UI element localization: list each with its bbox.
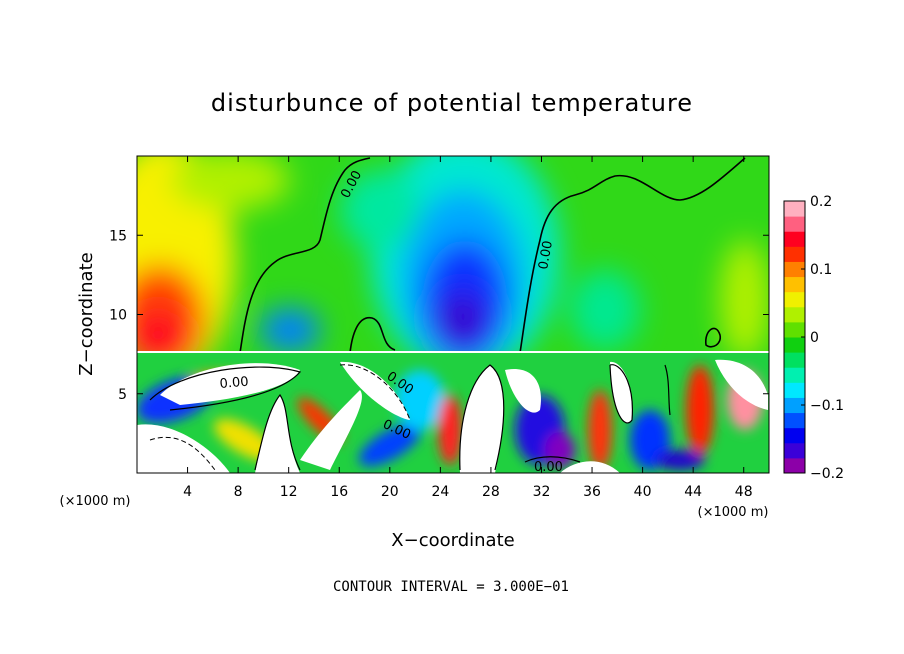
y-tick-label-15: 15 (109, 228, 127, 244)
lower-white-7 (505, 369, 541, 413)
contour-lower-2 (254, 393, 301, 471)
x-tick-label-20: 20 (381, 484, 399, 500)
x-tick-label-8: 8 (234, 484, 243, 500)
yellow-band-top (170, 156, 290, 210)
x-tick-label-48: 48 (735, 484, 753, 500)
x-axis-label: X−coordinate (391, 530, 514, 551)
contour-label-3: 0.00 (219, 375, 249, 392)
colorbar-swatch (784, 337, 805, 353)
colorbar-swatch (784, 261, 805, 278)
lower-field: 0.00 0.00 0.00 0.00 (137, 353, 769, 473)
lower-white-5 (340, 361, 410, 420)
x-tick-label-12: 12 (280, 484, 298, 500)
contour-loop-right (705, 327, 722, 348)
colorbar-tick-label: 0 (810, 330, 819, 346)
lower-blue-2 (358, 423, 422, 467)
x-tick-label-4: 4 (183, 484, 192, 500)
colorbar-swatch (784, 306, 805, 323)
y-axis-ticks: 5 10 15 (109, 228, 769, 403)
warm-patch-right (720, 240, 769, 353)
colorbar-swatch (784, 216, 805, 232)
contour-lower-1 (149, 366, 302, 411)
lower-white-1 (160, 363, 300, 405)
colorbar-tick-label: 0.2 (810, 194, 832, 210)
upper-field: 0.00 0.00 (137, 156, 769, 353)
cold-peak-center (437, 292, 487, 348)
cool-patch-left (260, 308, 320, 352)
contour-lower-3 (459, 364, 505, 471)
cool-patch-mid (340, 170, 420, 250)
x-axis-ticks: 4 8 12 16 20 24 28 32 36 40 44 48 (183, 156, 753, 500)
contour-upper-left (239, 157, 371, 353)
y-tick-label-10: 10 (109, 308, 127, 324)
contour-lower-6 (339, 364, 411, 421)
lower-white-9 (715, 359, 768, 410)
colorbar-swatch (784, 321, 805, 338)
contour-upper-right (519, 157, 746, 353)
x-tick-label-40: 40 (634, 484, 652, 500)
colorbar-swatch (784, 397, 805, 414)
x-tick-label-44: 44 (684, 484, 702, 500)
x-tick-label-28: 28 (482, 484, 500, 500)
lower-white-10 (560, 461, 620, 473)
lower-white-4 (300, 390, 362, 470)
colorbar-swatch (784, 427, 805, 444)
colorbar-swatch (784, 457, 805, 474)
x-tick-label-36: 36 (583, 484, 601, 500)
contour-lower-5 (149, 436, 216, 471)
contour-lower-4 (609, 364, 633, 424)
colorbar-swatch (784, 367, 805, 383)
x-tick-label-16: 16 (330, 484, 348, 500)
colorbar-swatch (784, 246, 805, 262)
colorbar-tick-label: 0.1 (810, 262, 832, 278)
chart-title: disturbunce of potential temperature (211, 89, 693, 117)
contour-label-2: 0.00 (536, 240, 556, 271)
contour-upper-mid (349, 317, 396, 353)
colorbar-swatch (784, 352, 805, 368)
x-tick-label-32: 32 (533, 484, 551, 500)
colorbar-tick-label: −0.1 (810, 398, 844, 414)
colorbar-swatch (784, 382, 805, 398)
colorbar-swatch (784, 231, 805, 247)
contour-lower-8 (524, 456, 581, 463)
lower-white-2 (137, 424, 230, 473)
colorbar-swatch (784, 276, 805, 293)
x-unit-right: (×1000 m) (698, 505, 769, 520)
colorbar-tick-label: −0.2 (810, 466, 844, 482)
colorbar-swatch (784, 412, 805, 429)
lower-red-3 (588, 390, 612, 470)
colorbar-swatch (784, 442, 805, 459)
lower-white-8 (610, 361, 633, 423)
y-tick-label-5: 5 (118, 387, 127, 403)
warm-peak-left (137, 310, 186, 353)
cool-patch-right (570, 270, 640, 350)
lower-blue-5 (655, 450, 705, 470)
colorbar-swatch (784, 291, 805, 308)
x-unit-left: (×1000 m) (60, 494, 131, 509)
plot-area: 0.00 0.00 (137, 156, 769, 473)
lower-red-2 (438, 395, 462, 465)
colorbar-swatch (784, 201, 805, 217)
lower-red-4 (686, 365, 714, 455)
contour-lower-7 (664, 364, 671, 416)
x-tick-label-24: 24 (431, 484, 449, 500)
y-axis-label: Z−coordinate (76, 252, 97, 375)
colorbar: −0.2 −0.1 0 0.1 0.2 (783, 194, 844, 482)
lower-white-3 (255, 395, 300, 473)
lower-white-6 (459, 365, 504, 473)
contour-interval: CONTOUR INTERVAL = 3.000E−01 (333, 579, 569, 595)
